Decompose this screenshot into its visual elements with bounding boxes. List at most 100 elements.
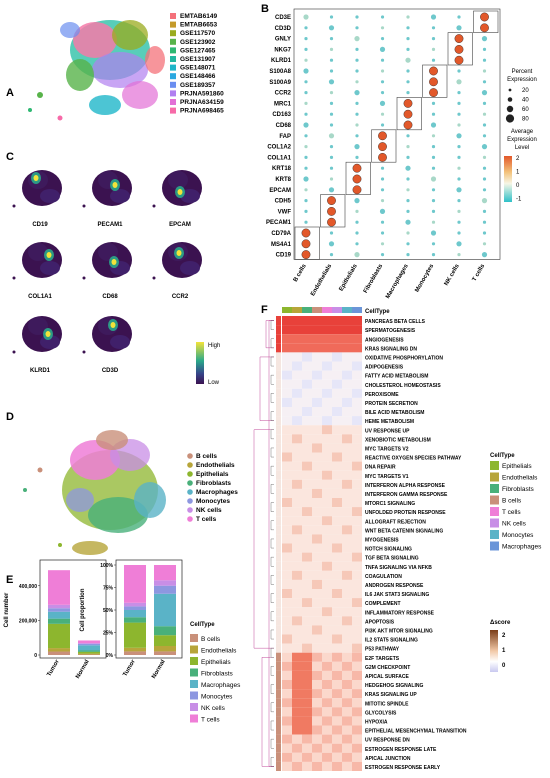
- heatmap-cell: [322, 743, 332, 753]
- dot-marker: [429, 77, 438, 87]
- dot-marker: [456, 133, 462, 139]
- heatmap-cell: [342, 543, 352, 553]
- dot-marker: [304, 26, 308, 30]
- heatmap-cell: [302, 434, 312, 444]
- row-annotation: [276, 543, 281, 553]
- heatmap-cell: [282, 434, 292, 444]
- dot-marker: [457, 145, 461, 149]
- row-annotation: [276, 379, 281, 389]
- heatmap-cell: [342, 434, 352, 444]
- bar-segment: [48, 570, 70, 605]
- dot-marker: [431, 242, 436, 246]
- dataset-label: EMTAB6653: [180, 22, 217, 29]
- heatmap-legend-swatch: [490, 507, 499, 516]
- heatmap-cell: [292, 543, 302, 553]
- heatmap-cell: [352, 561, 362, 571]
- heatmap-cell: [342, 698, 352, 708]
- pathway-label: PEROXISOME: [365, 392, 399, 398]
- dot-marker: [379, 46, 386, 53]
- dot-marker: [431, 47, 436, 52]
- heatmap-cell: [312, 534, 322, 544]
- dot-marker: [303, 176, 309, 182]
- dot-marker: [430, 122, 437, 128]
- heatmap-legend-label: Endothelials: [502, 475, 538, 482]
- heatmap-cell: [352, 707, 362, 717]
- dot-marker: [405, 165, 411, 171]
- row-annotation: [276, 352, 281, 362]
- celltype-legend: B cells Endothelials Epithelials Fibroblast…: [187, 453, 238, 523]
- panel-label-d: D: [6, 411, 14, 423]
- dot-marker: [456, 187, 462, 193]
- bar-segment: [154, 635, 176, 646]
- feature-legend-low: Low: [208, 380, 220, 386]
- heatmap-cell: [352, 352, 362, 362]
- heatmap-cell: [322, 316, 332, 326]
- bar-legend-swatch: [190, 657, 198, 665]
- dot-marker: [482, 209, 487, 213]
- row-annotation: [276, 552, 281, 562]
- feature-plot: CD19: [12, 170, 62, 228]
- heatmap-cell: [302, 716, 312, 726]
- pathway-label: MYC TARGETS V2: [365, 447, 409, 453]
- gene-label: CD19: [276, 253, 292, 259]
- bar-segment: [48, 611, 70, 619]
- gene-label: S100A8: [269, 69, 291, 75]
- dot-marker: [379, 100, 386, 106]
- dot-marker: [429, 66, 438, 76]
- heatmap-cell: [332, 589, 342, 599]
- heatmap-cell: [292, 716, 302, 726]
- heatmap-cell: [302, 589, 312, 599]
- dot-marker: [482, 69, 487, 73]
- heatmap-cell: [342, 370, 352, 380]
- dot-marker: [481, 36, 488, 42]
- dot-marker: [431, 155, 436, 159]
- dot-marker: [304, 209, 308, 213]
- dot-marker: [482, 134, 487, 138]
- dot-marker: [406, 80, 410, 84]
- heatmap-cell: [322, 479, 332, 489]
- heatmap-cell: [302, 507, 312, 517]
- heatmap-cell: [312, 516, 322, 526]
- dot-marker: [355, 123, 359, 127]
- row-annotation: [276, 634, 281, 644]
- dot-marker: [355, 220, 359, 224]
- dot-marker: [355, 209, 359, 213]
- heatmap-cell: [352, 325, 362, 335]
- dot-marker: [406, 69, 410, 73]
- heatmap-cell: [352, 625, 362, 635]
- dot-marker: [304, 112, 308, 116]
- dot-marker: [328, 79, 335, 85]
- dataset-legend: EMTAB6149EMTAB6653GSE117570GSE123902GSE1…: [170, 13, 224, 115]
- dot-marker: [304, 47, 308, 52]
- heatmap-cell: [282, 525, 292, 535]
- heatmap-cell: [302, 379, 312, 389]
- heatmap-cell: [302, 543, 312, 553]
- heatmap-cell: [302, 352, 312, 362]
- heatmap-cell: [332, 352, 342, 362]
- heatmap-cell: [292, 680, 302, 690]
- dataset-label: GSE148466: [180, 73, 216, 80]
- gene-label: CCR2: [275, 91, 292, 97]
- pathway-label: PROTEIN SECRETION: [365, 401, 418, 407]
- heatmap-cell: [332, 652, 342, 662]
- dot-marker: [378, 142, 387, 152]
- celltype-label: Endothelials: [196, 462, 235, 469]
- highlight-box: [422, 64, 448, 98]
- heatmap-cell: [342, 388, 352, 398]
- dot-marker: [378, 152, 387, 162]
- heatmap-cell: [302, 561, 312, 571]
- heatmap-cell: [302, 498, 312, 508]
- bar-legend-label: Macrophages: [201, 682, 241, 689]
- dot-marker: [380, 37, 385, 41]
- celltype-swatch: [187, 453, 193, 459]
- dataset-label: PRJNA634159: [180, 99, 224, 106]
- row-annotation: [276, 761, 281, 771]
- heatmap-legend-swatch: [490, 472, 499, 482]
- dot-marker: [482, 242, 487, 246]
- size-legend-dot: [505, 114, 515, 123]
- heatmap-cell: [342, 570, 352, 580]
- column-annotation: [352, 307, 362, 313]
- feature-gene-label: CD3D: [102, 368, 119, 374]
- heatmap-cell: [292, 407, 302, 417]
